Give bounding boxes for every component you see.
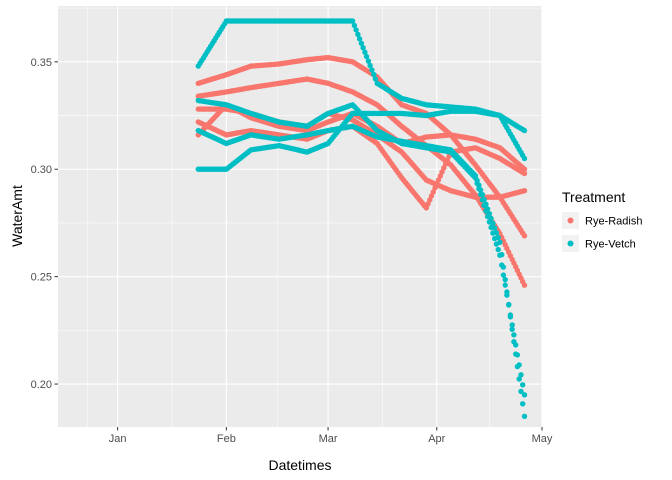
- data-point-rye-vetch: [367, 62, 373, 69]
- data-point-rye-vetch: [520, 382, 526, 388]
- data-point-rye-vetch: [492, 225, 498, 231]
- data-point-rye-vetch: [358, 40, 365, 46]
- data-point-rye-vetch: [509, 326, 515, 332]
- data-point-rye-vetch: [365, 58, 372, 64]
- points-layer: [195, 18, 528, 419]
- data-point-rye-vetch: [495, 246, 501, 253]
- data-point-rye-vetch: [520, 401, 526, 407]
- data-point-rye-vetch: [518, 388, 524, 395]
- legend: Treatment Rye-Radish Rye-Vetch: [562, 189, 642, 252]
- data-point-rye-vetch: [499, 252, 505, 258]
- data-point-rye-vetch: [363, 53, 370, 60]
- y-axis-title: WaterAmt: [9, 185, 25, 247]
- data-point-rye-vetch: [521, 413, 528, 419]
- data-point-rye-vetch: [369, 67, 375, 73]
- data-point-rye-vetch: [477, 187, 484, 193]
- data-point-rye-vetch: [495, 234, 501, 241]
- y-tick-label: 0.30: [31, 164, 52, 176]
- data-point-rye-vetch: [502, 276, 508, 283]
- data-point-rye-vetch: [355, 31, 361, 38]
- data-point-rye-vetch: [481, 196, 487, 203]
- x-tick-label: Jan: [109, 433, 127, 445]
- data-point-rye-vetch: [514, 363, 521, 370]
- data-point-rye-vetch: [521, 127, 528, 134]
- data-point-rye-radish: [521, 170, 528, 177]
- data-point-rye-vetch: [479, 192, 486, 198]
- data-point-rye-vetch: [504, 289, 510, 295]
- data-point-rye-vetch: [511, 332, 517, 338]
- data-point-rye-vetch: [476, 182, 482, 188]
- data-point-rye-vetch: [500, 264, 507, 270]
- data-point-rye-vetch: [511, 339, 517, 345]
- x-axis-title: Datetimes: [268, 457, 331, 473]
- data-point-rye-vetch: [484, 206, 491, 212]
- data-point-rye-vetch: [513, 351, 519, 357]
- data-point-rye-vetch: [351, 22, 358, 29]
- data-point-rye-vetch: [516, 376, 522, 382]
- axis-layer: Jan Feb Mar Apr May 0.20 0.25 0.30 0.35: [31, 57, 553, 445]
- data-point-rye-vetch: [521, 392, 528, 398]
- data-point-rye-vetch: [360, 45, 366, 51]
- y-tick-label: 0.35: [31, 57, 52, 69]
- data-point-rye-vetch: [472, 173, 479, 179]
- data-point-rye-vetch: [509, 322, 515, 328]
- data-point-rye-vetch: [349, 18, 356, 24]
- data-point-rye-radish: [521, 233, 528, 239]
- legend-label-rye-vetch: Rye-Vetch: [585, 239, 636, 251]
- legend-key-rye-radish: [567, 217, 574, 224]
- data-point-rye-vetch: [371, 71, 377, 78]
- data-point-rye-vetch: [474, 177, 480, 184]
- y-tick-label: 0.20: [31, 379, 52, 391]
- data-point-rye-vetch: [507, 314, 514, 320]
- data-point-rye-radish: [521, 166, 528, 172]
- data-point-rye-vetch: [521, 155, 528, 162]
- legend-label-rye-radish: Rye-Radish: [585, 216, 642, 228]
- data-point-rye-vetch: [353, 27, 359, 33]
- data-point-rye-vetch: [497, 239, 503, 245]
- data-point-rye-radish: [521, 282, 528, 288]
- x-tick-label: Mar: [319, 433, 338, 445]
- data-point-rye-vetch: [506, 301, 512, 308]
- data-point-rye-vetch: [490, 220, 496, 226]
- data-point-rye-radish: [521, 188, 528, 194]
- data-point-rye-vetch: [362, 49, 368, 55]
- data-point-rye-vetch: [500, 272, 507, 278]
- data-point-rye-vetch: [493, 230, 500, 236]
- data-point-rye-vetch: [502, 282, 508, 288]
- data-point-rye-vetch: [483, 201, 489, 207]
- y-tick-label: 0.25: [31, 272, 52, 284]
- plot-panel: [58, 6, 542, 427]
- data-point-rye-vetch: [372, 76, 379, 82]
- data-point-rye-vetch: [488, 215, 494, 222]
- x-tick-label: May: [532, 433, 553, 445]
- x-tick-label: Apr: [428, 433, 445, 445]
- data-point-rye-vetch: [356, 36, 363, 42]
- legend-title: Treatment: [562, 189, 625, 205]
- data-point-rye-vetch: [518, 372, 524, 378]
- x-tick-label: Feb: [217, 433, 236, 445]
- legend-key-rye-vetch: [567, 240, 574, 247]
- data-point-rye-vetch: [486, 211, 493, 217]
